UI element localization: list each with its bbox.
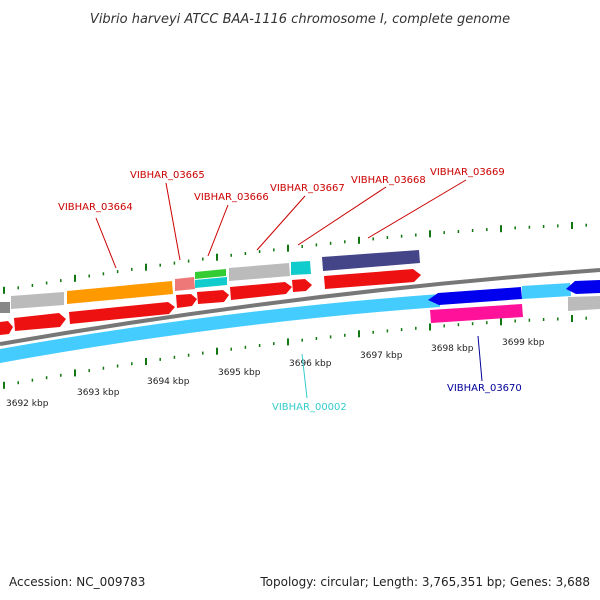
leader-00002: [301, 353, 308, 399]
gene-block-magenta[interactable]: [430, 304, 523, 323]
gene-block-gray-right[interactable]: [568, 296, 600, 311]
gene-label-03664[interactable]: VIBHAR_03664: [58, 202, 133, 213]
inner-tick-track: [3, 315, 587, 389]
cds-arrow-8[interactable]: [324, 269, 421, 289]
cds-arrow-blue-2[interactable]: [566, 280, 600, 294]
map-title: Vibrio harveyi ATCC BAA-1116 chromosome …: [90, 12, 510, 27]
gene-labels: VIBHAR_03664 VIBHAR_03665 VIBHAR_03666 V…: [58, 167, 522, 413]
topology-summary: Topology: circular; Length: 3,765,351 bp…: [259, 575, 590, 589]
feature-track-outer: [0, 250, 600, 313]
cds-arrow-3[interactable]: [69, 302, 175, 324]
leader-03664: [95, 217, 117, 269]
gene-label-03666[interactable]: VIBHAR_03666: [194, 192, 269, 203]
tick-label-3699: 3699 kbp: [502, 338, 545, 348]
gene-label-03670[interactable]: VIBHAR_03670: [447, 383, 522, 394]
gene-block-cyan[interactable]: [291, 261, 311, 275]
gene-block-gray-left[interactable]: [0, 302, 10, 313]
gene-block-salmon[interactable]: [175, 277, 195, 291]
leader-03668: [297, 186, 387, 246]
leader-03669: [367, 179, 467, 239]
leader-03667: [256, 195, 306, 251]
tick-label-3693: 3693 kbp: [77, 388, 120, 398]
tick-label-3692: 3692 kbp: [6, 399, 49, 409]
cds-arrow-6[interactable]: [230, 282, 292, 300]
tick-label-3694: 3694 kbp: [147, 377, 190, 387]
gene-label-03665[interactable]: VIBHAR_03665: [130, 170, 205, 181]
gene-label-03669[interactable]: VIBHAR_03669: [430, 167, 505, 178]
gene-label-00002[interactable]: VIBHAR_00002: [272, 402, 347, 413]
gene-label-03668[interactable]: VIBHAR_03668: [351, 175, 426, 186]
leader-03665: [165, 182, 181, 261]
gene-block-gray-1[interactable]: [11, 292, 64, 309]
gene-block-green[interactable]: [195, 269, 226, 279]
label-leaders: [95, 179, 483, 399]
gene-block-navy[interactable]: [322, 250, 420, 271]
genome-backbone: [0, 268, 600, 346]
tick-label-3695: 3695 kbp: [218, 368, 261, 378]
accession-text: Accession: NC_009783: [9, 575, 145, 589]
outer-tick-track: [3, 222, 587, 294]
cds-arrow-4[interactable]: [176, 294, 197, 308]
gene-block-gray-2[interactable]: [229, 263, 290, 281]
cds-arrow-blue-1[interactable]: [428, 287, 522, 305]
cds-arrow-7[interactable]: [292, 279, 312, 292]
gene-block-skyblue-2[interactable]: [522, 283, 571, 299]
cds-arrow-2[interactable]: [14, 313, 66, 331]
cds-arrow-5[interactable]: [197, 290, 229, 304]
reverse-cds-track: [0, 280, 600, 363]
cds-arrow-1[interactable]: [0, 321, 13, 335]
gene-label-03667[interactable]: VIBHAR_03667: [270, 183, 345, 194]
tick-labels: 3692 kbp 3693 kbp 3694 kbp 3695 kbp 3696…: [6, 338, 545, 409]
gene-block-cyan-small[interactable]: [195, 277, 227, 288]
tick-label-3696: 3696 kbp: [289, 359, 332, 369]
tick-label-3698: 3698 kbp: [431, 344, 474, 354]
gene-block-orange[interactable]: [67, 281, 173, 304]
leader-03666: [207, 204, 229, 257]
tick-label-3697: 3697 kbp: [360, 351, 403, 361]
forward-cds-track: [0, 269, 421, 335]
gene-block-skyblue-long[interactable]: [0, 294, 440, 363]
leader-03670: [477, 335, 483, 382]
